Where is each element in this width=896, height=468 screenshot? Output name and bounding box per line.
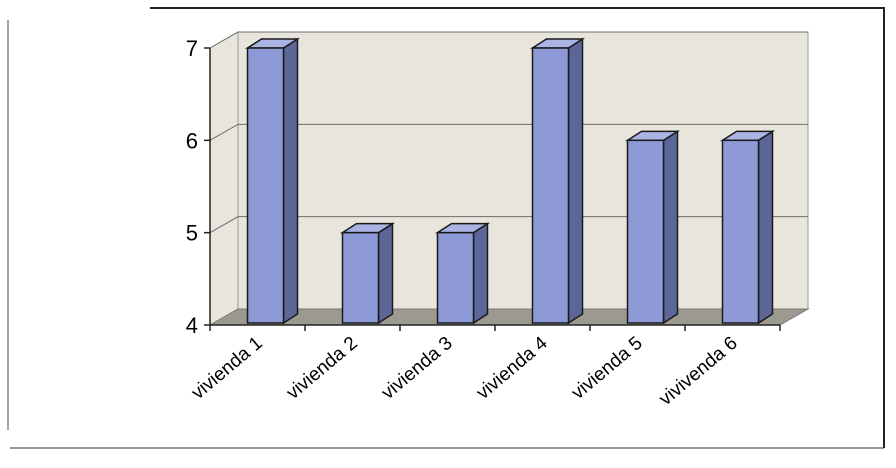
y-axis: 4 5 6 7 [186, 36, 211, 338]
gridline-1 [209, 216, 808, 234]
bar-front-5 [626, 139, 665, 324]
bar-6 [719, 129, 776, 325]
y-tick-label-1: 5 [186, 221, 198, 246]
bar-1 [244, 37, 301, 325]
bar-side-6 [757, 129, 774, 325]
x-tick-label-3: vivienda 3 [378, 333, 457, 404]
bar-2 [339, 222, 396, 325]
x-tick-label-4: vivienda 4 [473, 332, 552, 403]
x-tick-labels: vivienda 1 vivienda 2 vivienda 3 vivienda 4… [188, 332, 742, 409]
chart-border [7, 7, 885, 449]
bar-side-3 [472, 222, 489, 325]
x-tick-label-2: vivienda 2 [283, 333, 362, 404]
bar-5 [624, 129, 681, 325]
floor [208, 308, 810, 326]
bar-front-2 [341, 231, 380, 324]
bar-4 [529, 37, 586, 325]
x-axis [209, 324, 781, 331]
bar-front-1 [246, 47, 285, 324]
y-tick-label-3: 7 [186, 36, 198, 61]
bar-side-1 [282, 37, 299, 325]
x-tick-label-1: vivienda 1 [188, 333, 267, 404]
bar-side-5 [662, 129, 679, 325]
gridlines [209, 31, 808, 234]
bar-3 [434, 222, 491, 325]
chart-walls [208, 31, 810, 326]
bar-side-2 [377, 222, 394, 325]
side-wall [209, 31, 239, 326]
y-tick-label-0: 4 [186, 313, 198, 338]
gridline-2 [209, 123, 808, 141]
x-tick-label-6: vivivenda 6 [655, 333, 741, 410]
gridline-3 [209, 31, 808, 49]
bar-front-3 [436, 231, 475, 324]
y-tick-label-2: 6 [186, 128, 198, 153]
x-tick-label-5: vivienda 5 [568, 333, 647, 404]
bar-front-4 [531, 47, 570, 324]
bar-front-6 [721, 139, 760, 324]
bars [244, 37, 776, 325]
bar-side-4 [567, 37, 584, 325]
